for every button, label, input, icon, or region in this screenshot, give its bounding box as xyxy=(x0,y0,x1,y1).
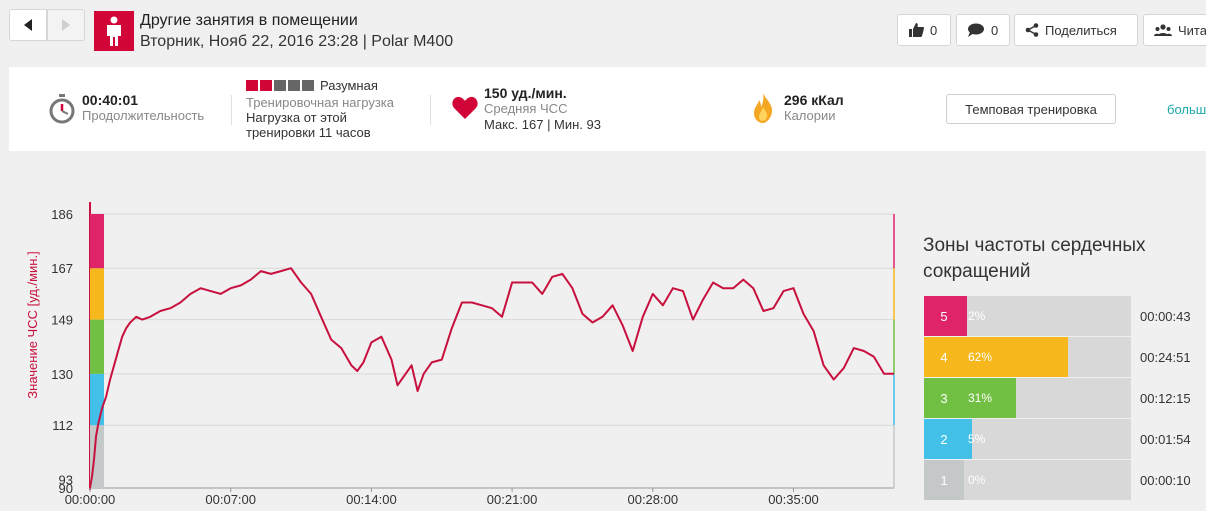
zone-band-5 xyxy=(90,214,104,269)
zone-band-2 xyxy=(90,373,104,426)
x-tick-label: 00:07:00 xyxy=(205,492,256,507)
plot-area xyxy=(89,213,895,489)
y-tick-label: 112 xyxy=(52,418,73,433)
zone-fill xyxy=(964,419,973,459)
load-bar-segment xyxy=(302,80,314,91)
zone-fill xyxy=(964,337,1068,377)
forward-button[interactable] xyxy=(47,9,85,41)
zone-percent: 5% xyxy=(968,432,986,446)
x-tick-label: 00:21:00 xyxy=(487,492,538,507)
activity-title: Другие занятия в помещении xyxy=(140,12,358,29)
more-link[interactable]: больш xyxy=(1167,102,1206,117)
calories-value: 296 кКал xyxy=(784,92,844,108)
load-label: Тренировочная нагрузка xyxy=(246,95,395,110)
hr-minmax: Макс. 167 | Мин. 93 xyxy=(484,117,602,132)
zone-number: 4 xyxy=(924,337,964,377)
y-tick-label: 186 xyxy=(51,207,73,222)
y-tick-label: 93 xyxy=(59,472,73,487)
arrow-right-icon xyxy=(62,19,70,31)
y-axis-label: Значение ЧСС [уд./мин.] xyxy=(25,251,40,398)
zone-number: 1 xyxy=(924,460,964,500)
flame-icon xyxy=(752,93,774,128)
followers-label: Чита xyxy=(1178,22,1206,38)
zone-time: 00:00:10 xyxy=(1140,473,1191,488)
thumbs-up-icon xyxy=(908,23,924,37)
divider xyxy=(430,95,431,125)
heart-icon xyxy=(452,96,478,125)
arrow-left-icon xyxy=(24,19,32,31)
y-tick-label: 167 xyxy=(51,261,73,276)
comment-icon xyxy=(967,23,985,37)
duration-value: 00:40:01 xyxy=(82,92,139,108)
load-bar-segment xyxy=(246,80,258,91)
activity-header: Другие занятия в помещении Вторник, Нояб… xyxy=(0,0,1206,66)
x-tick-label: 00:00:00 xyxy=(65,492,116,507)
zone-band-4 xyxy=(90,268,104,320)
tempo-training-button[interactable]: Темповая тренировка xyxy=(946,94,1116,124)
x-tick-label: 00:35:00 xyxy=(768,492,819,507)
load-level-text: Разумная xyxy=(320,78,378,93)
zone-time: 00:24:51 xyxy=(1140,350,1191,365)
zone-track: 62% xyxy=(964,337,1131,377)
share-icon xyxy=(1025,23,1039,37)
heart-rate-line xyxy=(89,267,894,489)
divider xyxy=(231,95,232,125)
duration-label: Продолжительность xyxy=(82,108,205,123)
share-button[interactable]: Поделиться xyxy=(1014,14,1138,46)
comment-button[interactable]: 0 xyxy=(956,14,1010,46)
calories-label: Калории xyxy=(784,108,836,123)
activity-subtitle: Вторник, Нояб 22, 2016 23:28 | Polar M40… xyxy=(140,33,454,50)
zone-band-3 xyxy=(90,319,104,374)
y-tick-label: 130 xyxy=(51,367,73,382)
zone-fill xyxy=(964,296,968,336)
back-button[interactable] xyxy=(9,9,47,41)
avg-hr-label: Средняя ЧСС xyxy=(484,101,568,116)
comment-count: 0 xyxy=(991,22,999,38)
x-tick-label: 00:28:00 xyxy=(627,492,678,507)
zones-title: Зоны частоты сердечных сокращений xyxy=(923,235,1146,282)
like-button[interactable]: 0 xyxy=(897,14,951,46)
zone-track: 31% xyxy=(964,378,1131,418)
y-tick-label: 90 xyxy=(59,481,73,496)
stopwatch-icon xyxy=(49,94,75,129)
load-bars xyxy=(246,80,314,91)
load-recovery-1: Нагрузка от этой xyxy=(246,110,347,125)
zone-time: 00:00:43 xyxy=(1140,309,1191,324)
avg-hr-value: 150 уд./мин. xyxy=(484,85,567,101)
summary-bar: 00:40:01 Продолжительность Разумная Трен… xyxy=(9,67,1206,151)
zone-track: 5% xyxy=(964,419,1131,459)
zone-track: 0% xyxy=(964,460,1131,500)
zone-percent: 62% xyxy=(968,350,993,364)
zone-percent: 31% xyxy=(968,391,993,405)
zone-number: 3 xyxy=(924,378,964,418)
zone-number: 5 xyxy=(924,296,964,336)
heart-rate-chart: Значение ЧСС [уд./мин.] 186 167 149 130 112 9… xyxy=(25,202,895,507)
zone-fill xyxy=(964,378,1016,418)
load-recovery-2: тренировки 11 часов xyxy=(246,125,371,140)
x-tick-label: 00:14:00 xyxy=(346,492,397,507)
y-tick-label: 149 xyxy=(51,313,73,328)
share-label: Поделиться xyxy=(1045,22,1117,38)
sport-icon xyxy=(94,11,134,51)
training-load-level: Разумная xyxy=(246,78,394,93)
zone-time: 00:01:54 xyxy=(1140,432,1191,447)
zone-time: 00:12:15 xyxy=(1140,391,1191,406)
zone-percent: 2% xyxy=(968,309,986,323)
people-icon xyxy=(1154,24,1172,36)
load-bar-segment xyxy=(260,80,272,91)
like-count: 0 xyxy=(930,22,938,38)
followers-button[interactable]: Чита xyxy=(1143,14,1206,46)
load-bar-segment xyxy=(274,80,286,91)
zone-track: 2% xyxy=(964,296,1131,336)
zone-percent: 0% xyxy=(968,473,986,487)
load-bar-segment xyxy=(288,80,300,91)
zone-number: 2 xyxy=(924,419,964,459)
